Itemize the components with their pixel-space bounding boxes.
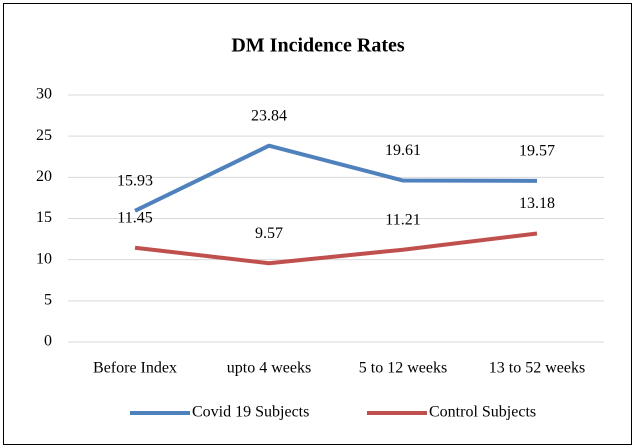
y-tick-label: 30 <box>36 86 52 103</box>
data-label: 23.84 <box>251 107 287 124</box>
legend-label: Covid 19 Subjects <box>192 404 309 421</box>
y-tick-label: 0 <box>44 333 52 350</box>
data-label: 9.57 <box>255 225 283 242</box>
y-tick-label: 5 <box>44 292 52 309</box>
data-label: 15.93 <box>117 173 153 190</box>
x-tick-label: upto 4 weeks <box>227 360 311 377</box>
legend-label: Control Subjects <box>429 404 536 421</box>
chart-title: DM Incidence Rates <box>231 35 405 57</box>
chart-border <box>3 3 632 445</box>
y-tick-label: 10 <box>36 250 52 267</box>
data-label: 19.57 <box>519 143 555 160</box>
x-tick-label: 13 to 52 weeks <box>489 360 585 377</box>
x-tick-label: Before Index <box>93 360 177 377</box>
series-line <box>134 231 538 266</box>
data-label: 11.45 <box>117 209 152 226</box>
y-tick-label: 15 <box>36 209 52 226</box>
x-tick-label: 5 to 12 weeks <box>359 360 447 377</box>
y-tick-label: 20 <box>36 168 52 185</box>
data-label: 11.21 <box>385 211 420 228</box>
y-tick-label: 25 <box>36 127 52 144</box>
series-line <box>134 143 538 213</box>
data-label: 13.18 <box>519 195 555 212</box>
data-label: 19.61 <box>385 142 421 159</box>
